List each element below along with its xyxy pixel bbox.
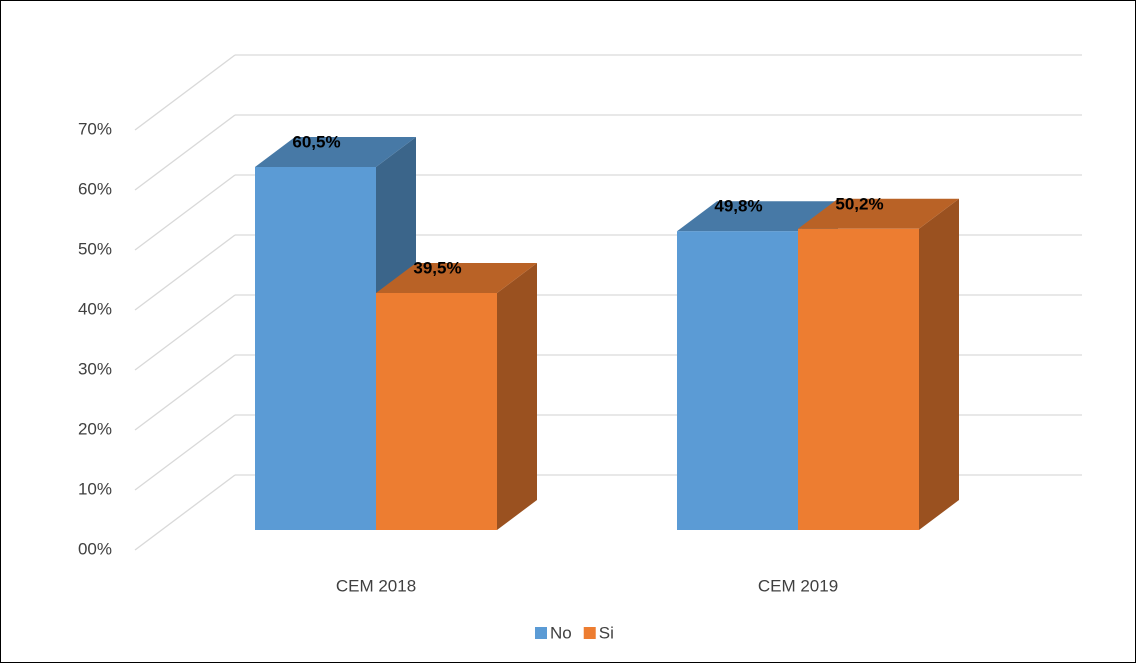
y-tick-label: 50% [78,239,112,258]
data-label: 60,5% [292,132,340,151]
legend-label: No [550,623,572,642]
x-tick-label: CEM 2019 [758,576,838,595]
y-tick-label: 10% [78,479,112,498]
y-tick-label: 00% [78,539,112,558]
grid-line [134,54,236,131]
bar [798,228,919,531]
x-tick-label: CEM 2018 [336,576,416,595]
grid-line [134,294,236,371]
data-label: 39,5% [413,258,461,277]
data-label: 50,2% [835,194,883,213]
bar [255,167,376,530]
bar-side [919,198,959,531]
y-tick-label: 70% [78,119,112,138]
grid-line [134,354,236,431]
y-tick-label: 30% [78,359,112,378]
bar-top [677,201,838,232]
bar [677,231,798,530]
y-tick-label: 40% [78,299,112,318]
y-tick-label: 60% [78,179,112,198]
bar-top [798,198,959,229]
legend-label: Si [599,623,614,642]
bar-side [497,263,537,530]
bar-top [376,263,537,293]
grid-line [134,174,236,251]
grid-line [134,474,236,551]
grid-line [134,114,236,191]
y-tick-label: 20% [78,419,112,438]
grid-line [134,414,236,491]
data-label: 49,8% [714,197,762,216]
legend-swatch [583,627,596,639]
grid-line [134,234,236,311]
bar [376,293,497,530]
bar-top [255,137,416,167]
legend-swatch [535,627,547,639]
